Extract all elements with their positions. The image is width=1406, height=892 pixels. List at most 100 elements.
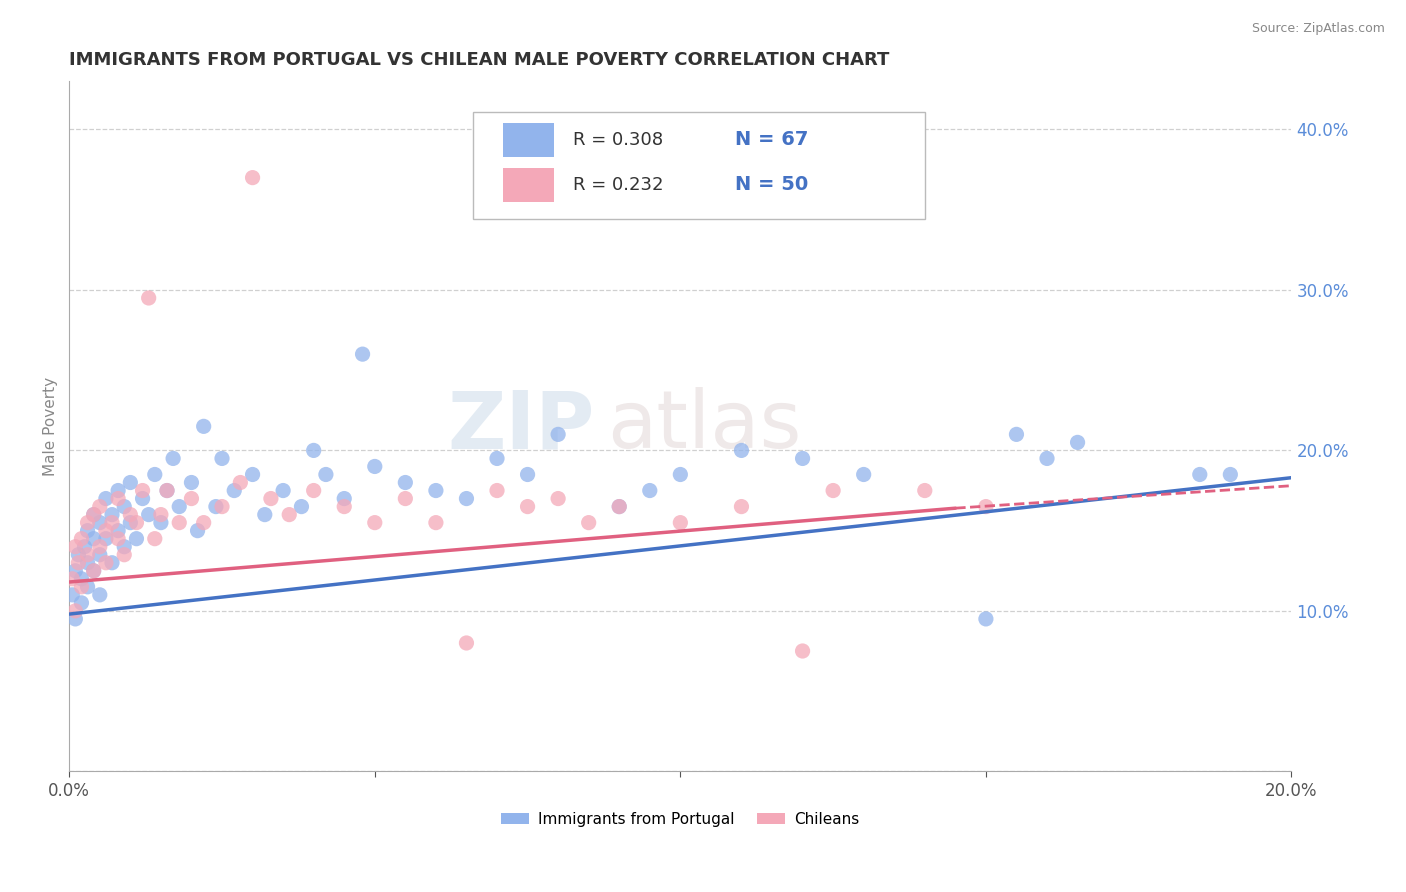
Point [302, 443, 325, 458]
Point [101, 508, 124, 522]
Point [578, 516, 600, 530]
Point [156, 483, 179, 498]
Point [211, 451, 233, 466]
Point [302, 483, 325, 498]
Point [65, 604, 87, 618]
Point [547, 427, 569, 442]
Text: N = 67: N = 67 [735, 130, 808, 150]
Point [364, 459, 387, 474]
Point [352, 347, 374, 361]
Point [89, 548, 111, 562]
Text: atlas: atlas [607, 387, 801, 466]
Point [669, 467, 692, 482]
Point [107, 524, 129, 538]
Point [167, 500, 190, 514]
Point [76, 548, 98, 562]
Point [65, 540, 87, 554]
Point [60, 588, 83, 602]
Point [89, 540, 111, 554]
Text: IMMIGRANTS FROM PORTUGAL VS CHILEAN MALE POVERTY CORRELATION CHART: IMMIGRANTS FROM PORTUGAL VS CHILEAN MALE… [69, 51, 890, 69]
Point [333, 500, 356, 514]
Point [730, 443, 752, 458]
Point [260, 491, 283, 506]
Point [1036, 451, 1059, 466]
Point [193, 516, 215, 530]
Point [180, 491, 202, 506]
Point [76, 556, 98, 570]
Text: R = 0.308: R = 0.308 [572, 131, 662, 149]
Point [394, 475, 416, 490]
Point [607, 500, 630, 514]
Text: R = 0.232: R = 0.232 [572, 176, 664, 194]
Point [73, 540, 96, 554]
Point [1219, 467, 1241, 482]
Point [83, 564, 105, 578]
Point [67, 556, 90, 570]
Point [516, 500, 538, 514]
Point [131, 483, 153, 498]
Point [94, 532, 117, 546]
Point [278, 508, 301, 522]
Point [101, 516, 124, 530]
Point [112, 548, 135, 562]
Point [76, 524, 98, 538]
Point [94, 491, 117, 506]
Point [120, 516, 142, 530]
Point [229, 475, 252, 490]
Point [823, 483, 845, 498]
Point [456, 636, 478, 650]
Point [167, 516, 190, 530]
Point [138, 291, 160, 305]
Point [290, 500, 312, 514]
Point [89, 500, 111, 514]
Point [792, 451, 814, 466]
Point [65, 564, 87, 578]
Point [193, 419, 215, 434]
Point [131, 491, 153, 506]
FancyBboxPatch shape [472, 112, 925, 219]
Point [638, 483, 661, 498]
Point [456, 491, 478, 506]
Point [669, 516, 692, 530]
Point [156, 483, 179, 498]
Point [112, 540, 135, 554]
Point [607, 500, 630, 514]
Point [70, 580, 93, 594]
Point [1188, 467, 1211, 482]
Point [315, 467, 337, 482]
Point [143, 532, 166, 546]
Point [89, 588, 111, 602]
Point [485, 483, 508, 498]
Bar [503, 168, 554, 202]
Point [107, 532, 129, 546]
Point [94, 556, 117, 570]
Point [149, 508, 172, 522]
Bar [503, 123, 554, 157]
Point [364, 516, 387, 530]
Legend: Immigrants from Portugal, Chileans: Immigrants from Portugal, Chileans [495, 805, 866, 833]
Point [974, 500, 997, 514]
Point [242, 170, 264, 185]
Point [70, 572, 93, 586]
Point [107, 483, 129, 498]
Point [1066, 435, 1088, 450]
Point [187, 524, 209, 538]
Point [730, 500, 752, 514]
Point [333, 491, 356, 506]
Point [107, 491, 129, 506]
Point [485, 451, 508, 466]
Point [138, 508, 160, 522]
Point [852, 467, 875, 482]
Point [974, 612, 997, 626]
Point [112, 500, 135, 514]
Text: Source: ZipAtlas.com: Source: ZipAtlas.com [1251, 22, 1385, 36]
Point [67, 548, 90, 562]
Point [143, 467, 166, 482]
Text: N = 50: N = 50 [735, 176, 808, 194]
Point [65, 612, 87, 626]
Point [205, 500, 228, 514]
Point [76, 580, 98, 594]
Point [211, 500, 233, 514]
Point [83, 564, 105, 578]
Point [83, 508, 105, 522]
